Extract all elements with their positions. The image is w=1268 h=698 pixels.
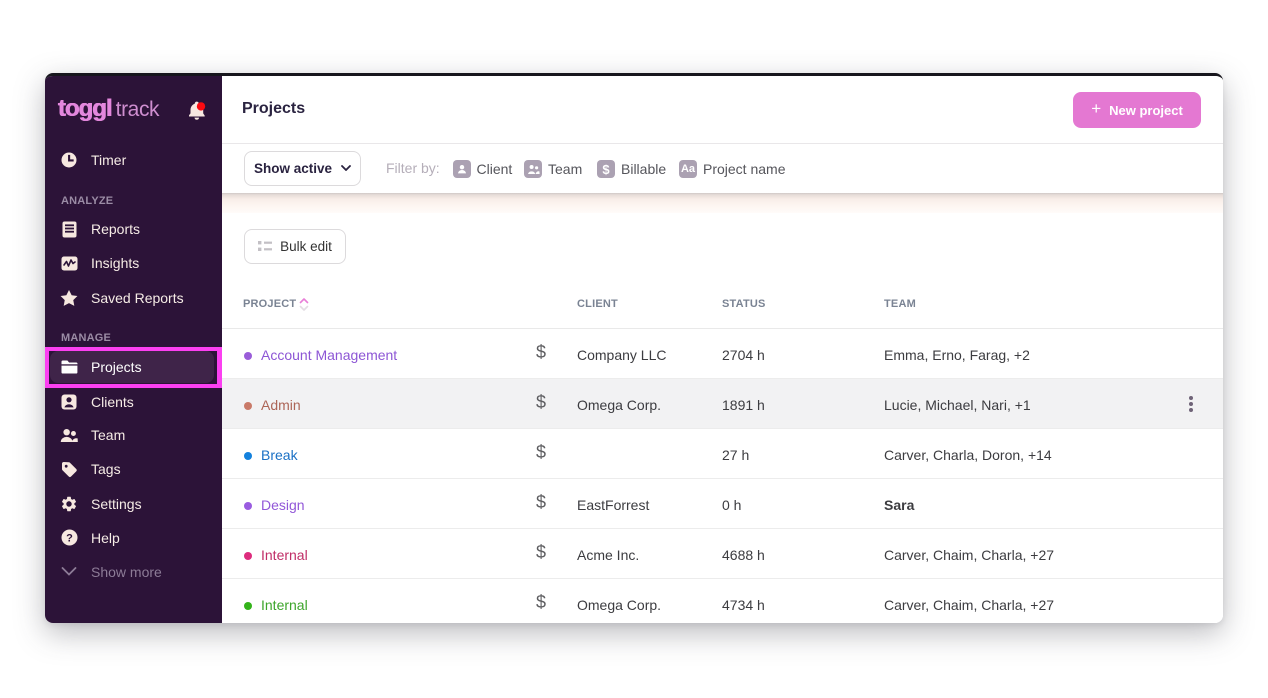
svg-text:?: ? [66,532,73,544]
